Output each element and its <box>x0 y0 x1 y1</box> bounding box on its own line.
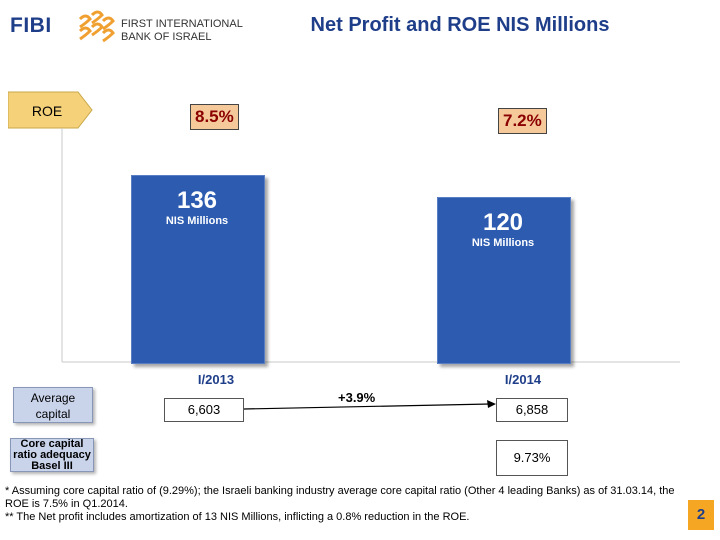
bar-value-label: 136 <box>176 186 218 214</box>
footnotes: * Assuming core capital ratio of (9.29%)… <box>5 485 695 524</box>
growth-arrow-icon <box>244 400 496 410</box>
core-capital-2014: 9.73% <box>496 440 568 476</box>
page-title: Net Profit and ROE NIS Millions <box>310 14 610 36</box>
logo-text-line2: BANK OF ISRAEL <box>121 31 212 43</box>
category-label-2013: I/2013 <box>197 372 235 387</box>
roe-label: ROE <box>31 103 63 119</box>
roe-arrow-shape <box>8 91 93 129</box>
logo-wordmark: FIBI <box>10 14 52 37</box>
average-capital-2013: 6,603 <box>164 398 244 422</box>
category-label-2014: I/2014 <box>504 372 542 387</box>
logo-text-line1: FIRST INTERNATIONAL <box>121 18 243 30</box>
bar-unit-label: NIS Millions <box>165 214 229 227</box>
footnote-2: ** The Net profit includes amortization … <box>5 511 470 523</box>
bar-I-2014 <box>437 196 571 364</box>
footnote-1: * Assuming core capital ratio of (9.29%)… <box>5 485 675 510</box>
bar-unit-label: NIS Millions <box>471 236 535 249</box>
core-capital-label: Core capital ratio adequacy Basel III <box>10 438 94 472</box>
logo-text: FIRST INTERNATIONAL BANK OF ISRAEL <box>121 18 243 44</box>
average-capital-label: Average capital <box>13 387 93 423</box>
bar-value-label: 120 <box>482 208 524 236</box>
average-capital-2014: 6,858 <box>496 398 568 422</box>
bar-I-2013 <box>131 174 265 364</box>
page-number: 2 <box>688 500 714 530</box>
roe-value-box: 7.2% <box>498 108 547 134</box>
logo-icon <box>78 10 115 43</box>
roe-value-box: 8.5% <box>190 104 239 130</box>
average-capital-change: +3.9% <box>338 390 376 405</box>
